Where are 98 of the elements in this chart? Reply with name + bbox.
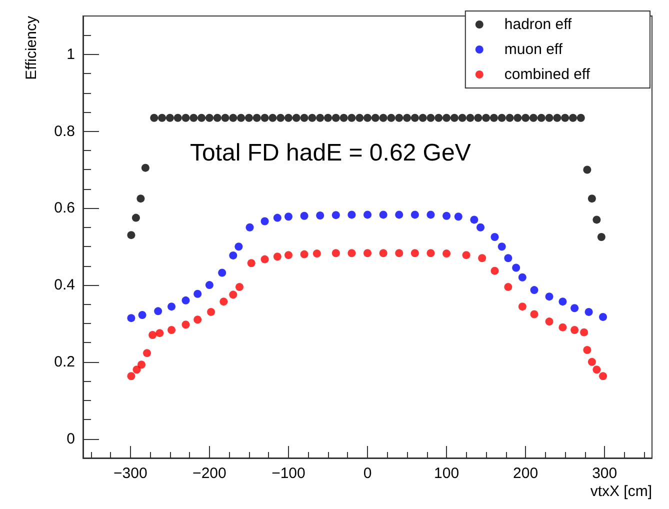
legend-label: muon eff [504,41,564,58]
point [518,302,526,311]
point [273,252,282,261]
point [379,249,388,258]
x-tick-label: 100 [434,465,460,482]
point [490,266,499,275]
point [580,328,588,336]
point [442,212,451,220]
point [410,249,419,258]
y-tick-label: 1 [66,46,75,63]
annotation: Total FD hadE = 0.62 GeV [190,140,471,166]
point [168,326,176,334]
point [137,360,146,369]
x-tick-label: 200 [513,465,538,482]
point [504,282,512,291]
x-tick-label: −100 [272,465,306,482]
point [312,250,321,258]
x-tick-label: −200 [192,465,226,482]
point [182,296,190,304]
x-axis-title: vtxX [cm] [590,483,652,500]
point [273,214,282,222]
point [570,326,579,334]
point [143,349,152,358]
point [379,210,388,219]
point [583,346,592,354]
y-tick-label: 0 [66,430,75,448]
point [364,210,372,219]
point [442,250,451,258]
point [138,311,146,320]
point [545,318,554,326]
point [316,211,324,220]
point [512,264,520,272]
point [545,292,554,301]
point [207,308,216,316]
point [410,210,419,219]
point [454,212,462,221]
y-tick-label: 0.2 [54,353,75,370]
point [332,249,340,258]
point [234,242,243,251]
point [132,366,141,374]
point [599,372,608,380]
point [260,217,269,226]
point [395,210,404,219]
point [498,242,506,251]
point [284,212,292,221]
point [530,286,538,294]
point [247,259,256,268]
point [260,255,269,264]
point [490,233,499,241]
y-tick-label: 0.8 [54,122,75,140]
point [476,223,485,232]
point [246,223,254,232]
point [348,210,356,219]
point [148,331,157,340]
point [530,310,538,318]
point [235,282,244,291]
point [229,251,238,260]
point [426,210,435,219]
point [194,290,202,298]
point [584,308,593,316]
point [300,212,308,220]
point [588,358,596,366]
y-tick-label: 0.6 [54,200,75,217]
point [462,251,470,260]
point [220,298,228,306]
point [205,281,214,290]
point [395,249,404,258]
point [348,249,356,258]
point [470,216,478,224]
point [229,290,238,299]
y-axis-title: Efficiency [23,16,40,80]
point [518,273,526,282]
x-tick-label: −300 [114,465,148,482]
point [284,251,292,260]
point [218,268,226,277]
legend-label: hadron eff [504,16,572,33]
point [127,372,136,380]
point [364,249,372,258]
point [504,254,512,262]
x-tick-label: 0 [363,465,372,482]
x-tick-label: 300 [592,465,618,482]
point [332,211,340,220]
point [127,314,136,322]
point [300,250,308,258]
point [558,323,567,332]
point [426,249,435,258]
point [156,329,164,338]
point [570,304,579,312]
point [599,312,608,321]
point [194,316,202,324]
point [592,366,601,374]
point [478,254,486,262]
point [168,302,176,311]
legend-label: combined eff [504,66,591,83]
point [182,320,190,329]
y-tick-label: 0.4 [54,276,75,294]
point [154,307,162,316]
point [558,298,567,306]
